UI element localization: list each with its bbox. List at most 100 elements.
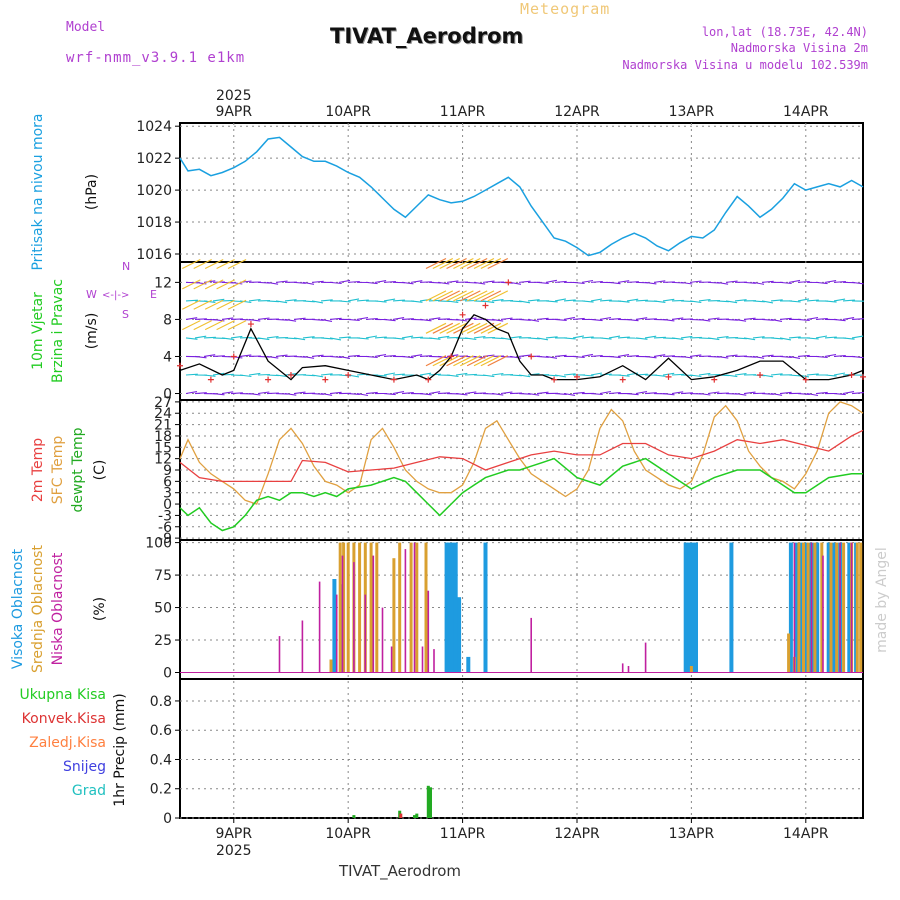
wind-legend-n: N (122, 260, 130, 273)
wind-barb (689, 280, 702, 283)
wind-barb (185, 337, 198, 340)
precip-legend-item: Grad (72, 783, 106, 799)
cloud-axis-label-1: Visoka Oblacnost (10, 548, 26, 669)
wind-barb (707, 317, 720, 320)
wind-barb (374, 336, 387, 339)
cloud-bar (446, 542, 451, 673)
wind-barb (617, 280, 630, 283)
wind-barb (689, 300, 702, 304)
wind-barb (554, 392, 567, 395)
wind-barb (275, 300, 288, 304)
wind-barb (644, 355, 657, 359)
wind-barb (248, 318, 261, 322)
cloud-bar (427, 590, 430, 673)
wind-barb-strong (473, 257, 495, 270)
wind-barb (527, 299, 540, 302)
wind-barb (563, 299, 576, 302)
wind-barb (248, 298, 261, 302)
pressure-axis-label: Pritisak na nivou mora (30, 113, 46, 270)
day-label-top: 13APR (669, 104, 715, 120)
gust-marker (505, 279, 512, 286)
wind-barb (284, 299, 297, 302)
cloud-bar (689, 666, 693, 673)
wind-barb-strong (487, 322, 509, 334)
wind-barb (221, 317, 234, 320)
wind-barb (743, 317, 756, 320)
precip-bar (415, 813, 419, 818)
wind-barb (302, 355, 315, 359)
day-label-top: 14APR (783, 104, 829, 120)
wind-barb (779, 355, 792, 358)
wind-barb (338, 279, 351, 283)
panel-frame (179, 539, 864, 680)
wind-barb (275, 354, 288, 358)
wind-barb (347, 318, 360, 322)
cloud-bar (793, 542, 796, 673)
wind-barb (797, 318, 810, 322)
wind-barb (527, 392, 540, 396)
cloud-bar (457, 597, 462, 673)
wind-barb (356, 337, 369, 340)
cloud-bar (530, 617, 532, 673)
wind-barb (680, 335, 693, 339)
wind-barb (779, 281, 792, 285)
wind-barb (770, 337, 783, 340)
wind-barb (680, 392, 693, 395)
wind-barb (302, 281, 315, 285)
gust-marker (425, 376, 432, 383)
wind-barb (311, 300, 324, 304)
cloud-axis-label-2: Srednja Oblacnost (30, 545, 46, 673)
wind-barb (554, 318, 567, 321)
wind-barb (761, 318, 774, 321)
cloud-bar (826, 542, 831, 673)
y-tick-label: 0.4 (150, 752, 172, 768)
wind-barb (185, 299, 198, 302)
wind-barb (797, 354, 810, 358)
wind-barb (284, 392, 297, 396)
cloud-bar (404, 549, 407, 673)
wind-barb (257, 337, 270, 341)
y-tick-label: 12 (154, 452, 172, 468)
wind-barb (815, 281, 828, 285)
wind-barb (230, 281, 243, 285)
wind-barb-strong (480, 322, 502, 334)
wind-barb (734, 318, 747, 322)
wind-barb-strong (204, 279, 224, 290)
wind-barb (752, 300, 765, 303)
wind-barb (365, 391, 378, 395)
wind-barb-strong (439, 322, 460, 334)
y-tick-label: 18 (154, 429, 172, 445)
wind-barb (329, 355, 342, 358)
y-tick-label: 75 (154, 568, 172, 584)
gust-marker (757, 371, 764, 378)
wind-barb (419, 355, 432, 358)
cloud-bar (835, 542, 839, 673)
wind-barb (437, 392, 450, 395)
wind-barb-strong (439, 257, 460, 270)
wind-barb (428, 337, 441, 340)
precip-bar (429, 787, 432, 818)
wind-barb (266, 355, 279, 359)
wind-barb (689, 354, 702, 358)
wind-barb (788, 336, 801, 339)
wind-barb (311, 354, 324, 358)
wind-barb (221, 391, 234, 395)
cloud-bar (859, 542, 863, 673)
wind-barb-strong (480, 355, 502, 367)
wind-barb (374, 374, 387, 377)
temp-axis-label-2: SFC Temp (50, 436, 66, 505)
credit-label: made by Angel (874, 547, 890, 653)
wind-barb-strong (182, 299, 201, 310)
wind-barb (824, 336, 837, 339)
cloud-bar (346, 542, 350, 673)
wind-barb (518, 300, 531, 304)
wind-barb (509, 281, 522, 285)
cloud-bar (424, 542, 428, 673)
wind-barb (482, 374, 495, 378)
wind-barb (419, 372, 432, 376)
wind-barb (194, 335, 207, 339)
wind-barb (365, 317, 378, 320)
wind-barb (707, 337, 720, 341)
wind-barb (275, 280, 288, 283)
wind-barb (491, 318, 504, 322)
